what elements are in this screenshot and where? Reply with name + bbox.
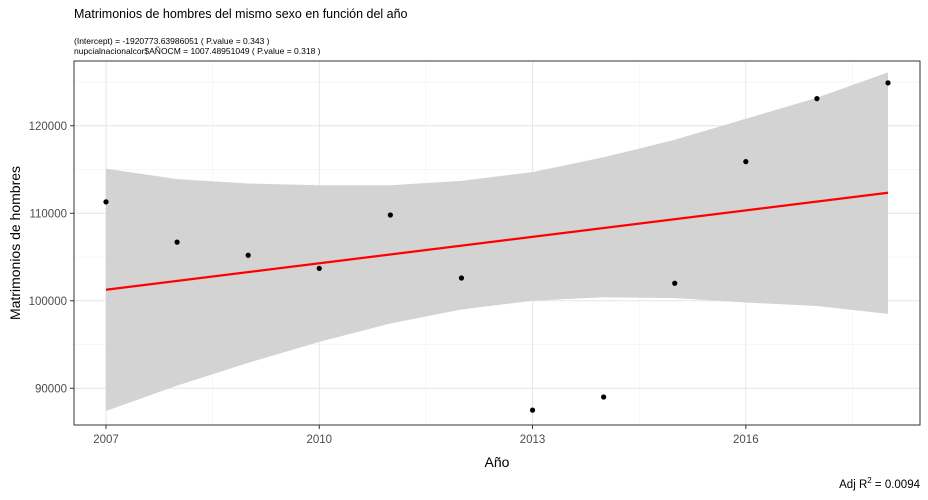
data-point (885, 80, 891, 86)
adj-r2-value: = 0.0094 (872, 479, 921, 491)
x-tick-label: 2007 (93, 434, 119, 446)
x-axis-title: Año (485, 454, 510, 470)
x-tick-label: 2013 (520, 434, 546, 446)
data-point (814, 96, 820, 102)
chart-subtitle-line-1: (Intercept) = -1920773.63986051 ( P.valu… (74, 36, 270, 46)
x-tick-label: 2010 (306, 434, 332, 446)
x-tick-label: 2016 (733, 434, 759, 446)
regression-line (105, 191, 889, 291)
data-point (601, 394, 607, 400)
plot-border (73, 60, 921, 426)
y-tick-label: 120000 (29, 121, 67, 133)
data-point (174, 239, 180, 245)
adj-r2-annotation: Adj R2 = 0.0094 (839, 476, 920, 491)
adj-r2-label: Adj R (839, 479, 867, 491)
chart-title: Matrimonios de hombres del mismo sexo en… (74, 7, 408, 21)
adj-r2-superscript: 2 (867, 476, 872, 485)
data-point (458, 275, 465, 281)
data-points (103, 80, 891, 413)
data-point (316, 265, 322, 271)
chart-subtitle-line-2: nupcialnacionalcor$AÑOCM = 1007.48951049… (74, 46, 321, 56)
data-point (387, 212, 393, 218)
y-tick-label: 110000 (29, 208, 67, 220)
data-point (103, 199, 109, 205)
data-point (672, 280, 678, 286)
y-tick-label: 100000 (29, 296, 67, 308)
data-point (529, 407, 536, 413)
data-point (743, 159, 749, 165)
data-point (245, 252, 251, 258)
y-tick-label: 90000 (35, 383, 67, 395)
axis-ticks: 2007 2010 2013 2016 90000 100000 110000 120000 (29, 121, 759, 446)
y-axis-title: Matrimonios de hombres (7, 166, 23, 320)
